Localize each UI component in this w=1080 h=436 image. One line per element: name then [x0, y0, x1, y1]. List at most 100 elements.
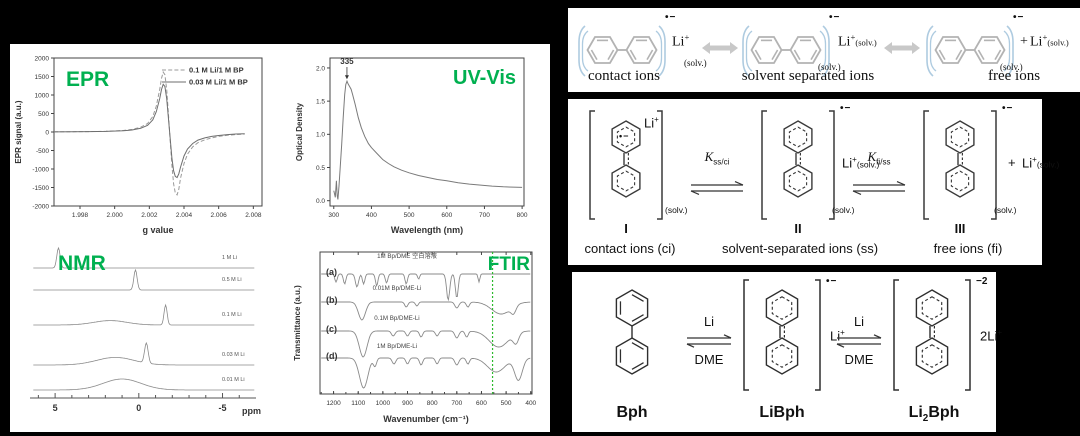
text-primitive: 900: [402, 400, 413, 407]
biphenyl-contact-structure: [578, 25, 666, 77]
polygon-primitive: [934, 36, 967, 64]
polygon-primitive: [950, 126, 970, 148]
polygon-primitive: [771, 344, 793, 368]
text-primitive: Optical Density: [295, 102, 304, 161]
free-ions-fi-caption: free ions (fi): [933, 241, 1003, 256]
polyline-primitive: [321, 301, 531, 321]
sup-primitive: +: [654, 115, 659, 124]
text-primitive: 800: [427, 400, 438, 407]
span-primitive: Li: [838, 34, 851, 50]
text-primitive: (b): [326, 295, 338, 305]
biphenyl-free-structure: [926, 25, 1014, 77]
solv-label: (solv.): [684, 58, 707, 68]
path-primitive: [1003, 30, 1011, 72]
nmr-chart: 1 M Li 0.5 M Li 0.1 M Li 0.03 M Li 0.01 M Li…: [30, 246, 261, 416]
polyline-primitive: [321, 357, 531, 389]
text-primitive: 500: [404, 212, 415, 219]
polygon-primitive: [915, 337, 949, 375]
text-primitive: 500: [501, 400, 512, 407]
text-primitive: 800: [517, 212, 528, 219]
text-primitive: 400: [525, 400, 536, 407]
path-primitive: [745, 30, 753, 72]
lithium-cation: Li+: [830, 328, 845, 343]
text-primitive: (a): [326, 267, 337, 277]
text-primitive: 1 M Li: [222, 255, 237, 261]
polyline-primitive: [321, 330, 531, 358]
sub-primitive: ss/ci: [713, 157, 730, 167]
text-primitive: -1000: [32, 166, 49, 173]
polyline-primitive: [33, 268, 255, 291]
line-primitive: [590, 49, 598, 61]
text-primitive: 0.03 M Li: [222, 352, 245, 358]
text-primitive: 700: [451, 400, 462, 407]
radical-anion-charge: •−: [1002, 103, 1014, 114]
text-primitive: Transmittance (a.u.): [293, 285, 302, 361]
text-primitive: 2.004: [176, 212, 193, 219]
double-arrow-icon: [702, 42, 738, 54]
equilibrium-arrow-icon: [852, 181, 906, 195]
text-primitive: 2.002: [141, 212, 158, 219]
equilibrium-arrow-icon: [836, 334, 882, 348]
ftir-chart: 1200 1100 1000 900 800 700 600 500 400 (a) 1M Bp/D…: [293, 251, 537, 424]
lithium-cation-solvated: Li+(solv.): [1022, 155, 1059, 170]
bph-structure: [615, 289, 649, 375]
two-lithium-cations: 2Li+: [980, 328, 1002, 343]
span-primitive: Li: [672, 34, 685, 50]
i-primitive: K: [704, 149, 714, 164]
path-primitive: [852, 190, 862, 195]
polygon-primitive: [945, 164, 975, 198]
text-primitive: 1200: [326, 400, 341, 407]
text-primitive: 600: [441, 212, 452, 219]
polygon-primitive: [945, 120, 975, 154]
bph-label: Bph: [616, 404, 648, 421]
text-primitive: g value: [142, 225, 173, 235]
text-primitive: 0.1 M Li/1 M BP: [189, 66, 244, 75]
text-primitive: 500: [38, 111, 49, 118]
path-primitive: [734, 181, 744, 186]
path-primitive: [965, 279, 971, 391]
numeral-II: II: [794, 221, 802, 236]
solv-label: (solv.): [1000, 62, 1023, 72]
lithium-cation-solvated: Li+(solv.): [1030, 32, 1069, 51]
polygon-primitive: [615, 337, 649, 375]
radical-anion-charge: •−: [829, 12, 841, 23]
path-primitive: [578, 25, 586, 77]
line-primitive: [631, 314, 644, 322]
path-primitive: [743, 279, 749, 391]
path-primitive: [742, 25, 750, 77]
polyline-primitive: [333, 79, 523, 200]
ring-radical-charge: •−: [619, 131, 630, 141]
polygon-primitive: [765, 337, 799, 375]
span-primitive: (solv.): [1047, 37, 1069, 48]
path-primitive: [761, 110, 767, 220]
li-over-arrow: Li: [703, 314, 715, 329]
polyline-primitive: [33, 341, 255, 366]
path-primitive: [829, 110, 835, 220]
text-primitive: 0.5: [316, 165, 325, 172]
text-primitive: 2.000: [107, 212, 124, 219]
sup-primitive: +: [684, 32, 690, 42]
text-primitive: 0.1M Bp/DME-Li: [374, 315, 419, 322]
span-primitive: Li: [830, 328, 841, 344]
text-primitive: -1500: [32, 185, 49, 192]
span-primitive: Li: [644, 115, 655, 131]
uv-vis-chart: 0.0 0.5 1.0 1.5 2.0 300 400 500 600 700 800 335 UV-V…: [295, 57, 528, 235]
line-primitive: [955, 49, 963, 61]
line-primitive: [646, 49, 654, 61]
libph-structure: [743, 279, 821, 391]
dme-under-arrow: DME: [694, 352, 724, 367]
line-primitive: [938, 49, 946, 61]
line-primitive: [631, 362, 644, 370]
libph-label: LiBph: [759, 404, 805, 421]
structure-I-contact-ion: [589, 110, 663, 220]
text-primitive: 1.5: [316, 98, 325, 105]
text-primitive: UV-Vis: [453, 67, 516, 89]
equilibrium-arrow-icon: [690, 181, 744, 195]
sup-primitive: +: [852, 155, 857, 164]
polyline-primitive: [33, 303, 255, 326]
polygon-primitive: [702, 42, 738, 54]
polyline-primitive: [321, 273, 531, 302]
path-primitive: [686, 343, 695, 348]
text-primitive: 1.998: [72, 212, 89, 219]
